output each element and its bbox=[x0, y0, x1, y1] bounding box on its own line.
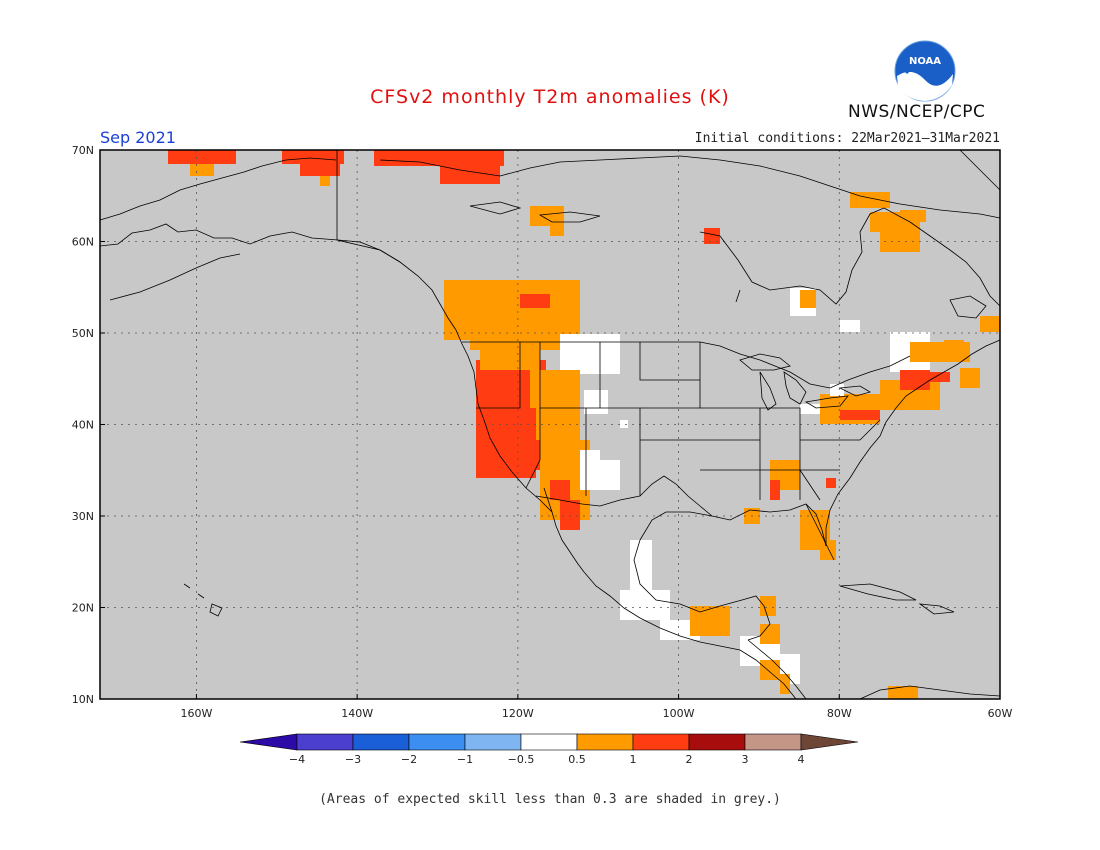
anomaly-cell bbox=[760, 596, 776, 616]
lat-label: 40N bbox=[72, 419, 94, 432]
anomaly-cell bbox=[888, 686, 918, 699]
anomaly-cell bbox=[440, 164, 500, 184]
anomaly-cell bbox=[770, 480, 780, 500]
legend-tick-label: −0.5 bbox=[508, 753, 535, 766]
anomaly-cell bbox=[374, 150, 504, 166]
lat-label: 60N bbox=[72, 236, 94, 249]
lon-label: 60W bbox=[988, 707, 1013, 720]
grid-lines bbox=[100, 150, 1000, 699]
anomaly-cell bbox=[826, 478, 836, 488]
legend-box bbox=[408, 733, 466, 751]
legend-tick-label: 1 bbox=[630, 753, 637, 766]
anomaly-cell bbox=[584, 390, 608, 414]
anomaly-cell bbox=[760, 624, 780, 644]
initial-conditions: Initial conditions: 22Mar2021–31Mar2021 bbox=[694, 131, 1000, 146]
anomaly-map: 70N 60N 50N 40N 30N 20N 10N 160W 140W 120W 100W 80… bbox=[72, 144, 1013, 720]
legend-box bbox=[352, 733, 410, 751]
agency-label: NWS/NCEP/CPC bbox=[848, 102, 986, 122]
anomaly-cell bbox=[580, 450, 600, 490]
anomaly-cells bbox=[168, 150, 1000, 699]
legend-box bbox=[744, 733, 802, 751]
legend-tick-label: 4 bbox=[798, 753, 805, 766]
anomaly-cell bbox=[960, 368, 980, 388]
legend-tick-label: −2 bbox=[401, 753, 417, 766]
legend-box bbox=[632, 733, 690, 751]
anomaly-cell bbox=[840, 410, 860, 420]
anomaly-cell bbox=[704, 228, 720, 244]
legend-tick-label: −4 bbox=[289, 753, 305, 766]
anomaly-cell bbox=[620, 420, 628, 428]
anomaly-cell bbox=[830, 384, 844, 396]
anomaly-cell bbox=[282, 150, 344, 164]
anomaly-cell bbox=[800, 290, 816, 308]
legend-box bbox=[576, 733, 634, 751]
noaa-logo: NOAA bbox=[894, 40, 956, 102]
anomaly-cell bbox=[900, 210, 926, 222]
lon-label: 160W bbox=[180, 707, 212, 720]
anomaly-cell bbox=[780, 674, 790, 694]
lat-label: 10N bbox=[72, 693, 94, 706]
longitude-labels: 160W 140W 120W 100W 80W 60W bbox=[180, 694, 1013, 720]
lon-label: 80W bbox=[827, 707, 852, 720]
legend-box bbox=[520, 733, 578, 751]
lat-label: 30N bbox=[72, 510, 94, 523]
anomaly-cell bbox=[560, 500, 580, 530]
legend-arrow-high bbox=[800, 733, 859, 751]
anomaly-cell bbox=[550, 226, 564, 236]
anomaly-cell bbox=[480, 350, 540, 370]
map-title: CFSv2 monthly T2m anomalies (K) bbox=[370, 86, 730, 108]
forecast-month: Sep 2021 bbox=[100, 128, 176, 147]
anomaly-cell bbox=[600, 460, 620, 490]
lon-label: 120W bbox=[502, 707, 534, 720]
latitude-labels: 70N 60N 50N 40N 30N 20N 10N bbox=[72, 144, 105, 706]
anomaly-cell bbox=[706, 624, 726, 634]
legend-arrow-low bbox=[239, 733, 298, 751]
coastlines bbox=[99, 149, 1001, 700]
lat-label: 50N bbox=[72, 327, 94, 340]
legend-tick-label: 2 bbox=[686, 753, 693, 766]
legend-box bbox=[688, 733, 746, 751]
anomaly-cell bbox=[900, 370, 930, 390]
lat-label: 70N bbox=[72, 144, 94, 157]
legend-box bbox=[296, 733, 354, 751]
anomaly-cell bbox=[168, 150, 236, 164]
anomaly-cell bbox=[500, 440, 540, 470]
anomaly-cell bbox=[840, 320, 860, 332]
anomaly-cell bbox=[980, 316, 1000, 332]
legend-tick-label: −3 bbox=[345, 753, 361, 766]
color-legend: −4 −3 −2 −1 −0.5 0.5 1 2 3 4 bbox=[239, 733, 859, 766]
anomaly-cell bbox=[320, 176, 330, 186]
anomaly-cell bbox=[630, 540, 652, 590]
skill-footnote: (Areas of expected skill less than 0.3 a… bbox=[319, 792, 781, 807]
anomaly-cell bbox=[800, 404, 820, 414]
anomaly-cell bbox=[190, 164, 214, 176]
logo-text: NOAA bbox=[909, 56, 941, 67]
anomaly-cell bbox=[820, 540, 836, 560]
anomaly-cell bbox=[550, 480, 570, 500]
lat-label: 20N bbox=[72, 602, 94, 615]
legend-box bbox=[464, 733, 522, 751]
anomaly-cell bbox=[944, 340, 964, 350]
anomaly-cell bbox=[620, 590, 670, 620]
legend-tick-label: 3 bbox=[742, 753, 749, 766]
anomaly-cell bbox=[300, 162, 340, 176]
anomaly-cell bbox=[560, 334, 620, 374]
lon-label: 140W bbox=[341, 707, 373, 720]
anomaly-cell bbox=[930, 372, 950, 382]
anomaly-cell bbox=[520, 294, 550, 308]
legend-tick-label: 0.5 bbox=[568, 753, 586, 766]
anomaly-cell bbox=[760, 660, 780, 680]
lon-label: 100W bbox=[663, 707, 695, 720]
anomaly-cell bbox=[530, 206, 564, 226]
legend-tick-label: −1 bbox=[457, 753, 473, 766]
anomaly-cell bbox=[860, 410, 880, 420]
anomaly-cell bbox=[880, 230, 920, 252]
